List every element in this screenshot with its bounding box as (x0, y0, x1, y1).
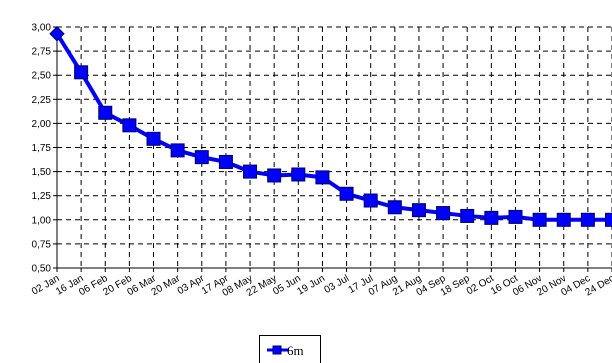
legend: 6m (259, 335, 321, 363)
y-tick-label: 1,25 (32, 191, 52, 202)
y-tick-label: 1,50 (32, 167, 52, 178)
data-point (436, 206, 451, 221)
y-tick-label: 1,00 (32, 215, 52, 226)
legend-series-symbol (267, 345, 289, 355)
data-point (267, 168, 282, 183)
data-point (484, 210, 499, 225)
data-point (532, 212, 547, 227)
y-tick-label: 2,50 (32, 71, 52, 82)
y-tick-label: 1,75 (32, 143, 52, 154)
data-point (508, 209, 523, 224)
x-tick-label: 03 Jul (322, 273, 351, 296)
data-point (411, 203, 426, 218)
data-point (339, 186, 354, 201)
x-tick-label: 19 Jun (295, 273, 327, 298)
data-point (556, 212, 571, 227)
y-axis-ticks: 0,50 0,75 1,00 1,25 1,50 1,75 2,00 2,25 2,50 2,75… (32, 23, 57, 275)
series-line-6m (55, 32, 612, 222)
y-tick-label: 2,75 (32, 47, 52, 58)
legend-series-label: 6m (287, 343, 304, 358)
data-point (170, 143, 185, 158)
grid (57, 26, 612, 268)
y-tick-label: 2,25 (32, 95, 52, 106)
data-point (146, 131, 161, 146)
data-point (218, 154, 233, 169)
data-point (315, 170, 330, 185)
data-point (194, 150, 209, 165)
data-point (363, 193, 378, 208)
data-point (291, 167, 306, 182)
data-point (74, 65, 89, 80)
data-point (122, 118, 137, 133)
data-point (387, 200, 402, 215)
data-point (49, 26, 65, 42)
series-markers (49, 26, 612, 227)
series-lines (55, 32, 612, 222)
line-chart: 0,50 0,75 1,00 1,25 1,50 1,75 2,00 2,25 2,50 2,75… (30, 23, 612, 299)
data-point (98, 105, 113, 120)
data-point (605, 212, 612, 227)
data-point (243, 164, 258, 179)
y-tick-label: 0,50 (32, 264, 52, 275)
y-tick-label: 0,75 (32, 239, 52, 250)
y-tick-label: 2,00 (32, 119, 52, 130)
y-tick-label: 3,00 (32, 23, 52, 34)
data-point (460, 208, 475, 223)
data-point (580, 212, 595, 227)
